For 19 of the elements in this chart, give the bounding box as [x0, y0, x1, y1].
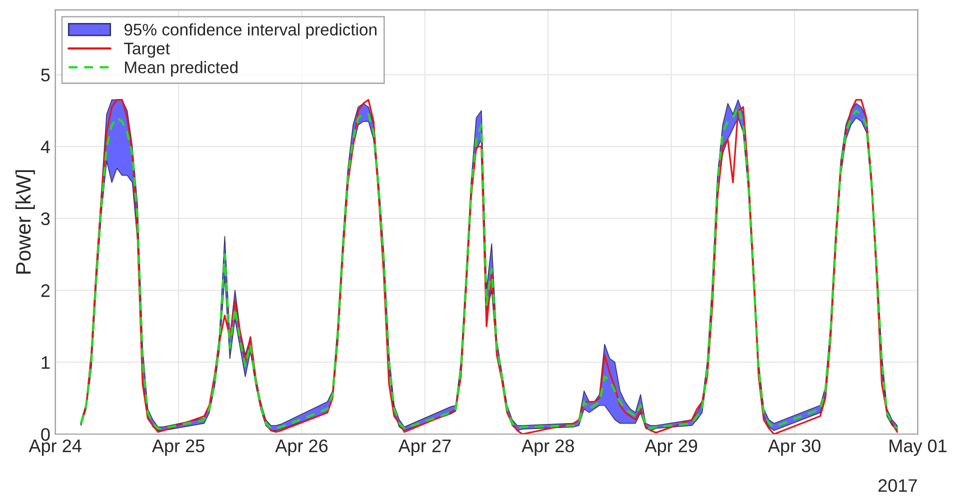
x-tick-label: Apr 25 — [152, 439, 204, 456]
x-tick-label: Apr 27 — [398, 439, 451, 456]
y-tick-label: 5 — [41, 68, 50, 82]
x-tick-label: Apr 30 — [768, 439, 820, 456]
x-tick-label: Apr 26 — [275, 439, 328, 456]
text: 2017 — [878, 479, 917, 492]
legend-label: Target — [124, 42, 170, 58]
y-tick-label: 3 — [41, 212, 50, 226]
x-tick-label: May 01 — [890, 439, 946, 456]
y-axis-title: Power [kW] — [15, 170, 35, 274]
y-tick-label: 0 — [41, 428, 50, 441]
y-tick-label: 1 — [42, 356, 50, 369]
legend-label: 95% confidence interval prediction — [124, 23, 376, 39]
y-tick-label: 4 — [40, 140, 50, 154]
legend-label: Mean predicted — [125, 61, 238, 77]
x-tick-label: Apr 29 — [644, 439, 698, 456]
y-tick-label: 2 — [41, 284, 50, 297]
x-tick-label: Apr 28 — [522, 439, 574, 456]
x-tick-label: Apr 24 — [28, 439, 82, 456]
